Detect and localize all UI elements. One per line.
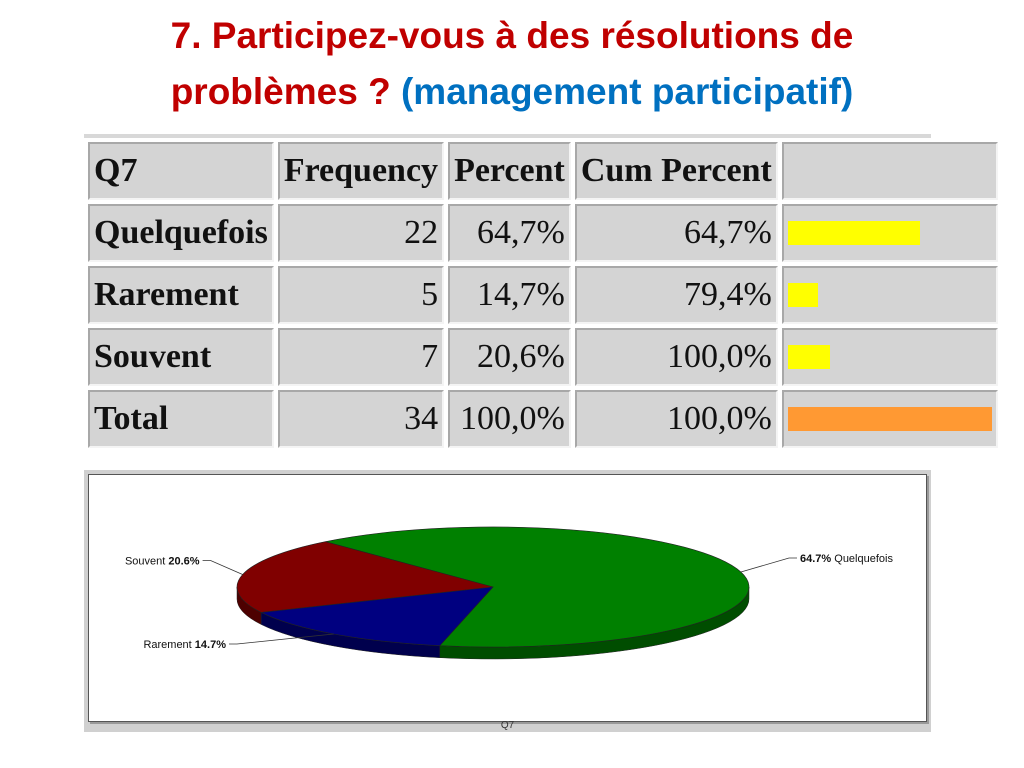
percent-bar (787, 283, 818, 307)
row-frequency: 7 (277, 328, 445, 386)
row-percent: 14,7% (448, 266, 571, 324)
pie-leader-line-quelquefois (740, 557, 797, 573)
row-percent: 20,6% (448, 328, 571, 386)
table-header-row: Q7 Frequency Percent Cum Percent (88, 142, 998, 200)
frequency-table: Q7 Frequency Percent Cum Percent Quelque… (84, 138, 1002, 452)
header-percent: Percent (448, 142, 571, 200)
pie-chart-panel: 64.7% Quelquefois Souvent 20.6% Rarement 1… (84, 470, 931, 732)
row-label: Total (88, 390, 274, 448)
table-row: Souvent 7 20,6% 100,0% (88, 328, 998, 386)
header-frequency: Frequency (277, 142, 445, 200)
pie-label-quelquefois: 64.7% Quelquefois (800, 553, 893, 565)
pie-label-souvent: Souvent 20.6% (125, 556, 200, 568)
title-line2-blue: (management participatif) (400, 71, 854, 112)
header-bar (781, 142, 998, 200)
pie-chart-frame: 64.7% Quelquefois Souvent 20.6% Rarement 1… (88, 474, 927, 722)
row-percent: 100,0% (448, 390, 571, 448)
frequency-table-panel: Q7 Frequency Percent Cum Percent Quelque… (84, 134, 998, 461)
pie-label-name: Souvent (125, 556, 168, 568)
header-q7: Q7 (88, 142, 274, 200)
row-bar-cell (781, 266, 998, 324)
pie-leader-line-souvent (202, 560, 243, 575)
row-cum-percent: 64,7% (574, 204, 778, 262)
pie-slice-souvent (236, 541, 494, 613)
header-cum-percent: Cum Percent (574, 142, 778, 200)
pie-label-rarement: Rarement 14.7% (143, 639, 226, 651)
row-cum-percent: 79,4% (574, 266, 778, 324)
percent-bar (787, 345, 830, 369)
row-bar-cell (781, 390, 998, 448)
row-cum-percent: 100,0% (574, 328, 778, 386)
pie-label-name: Quelquefois (831, 553, 893, 565)
row-label: Quelquefois (88, 204, 274, 262)
row-cum-percent: 100,0% (574, 390, 778, 448)
row-bar-cell (781, 328, 998, 386)
row-bar-cell (781, 204, 998, 262)
row-label: Souvent (88, 328, 274, 386)
title-line2-red: problèmes ? (170, 71, 401, 112)
row-percent: 64,7% (448, 204, 571, 262)
pie-slice-quelquefois (325, 526, 750, 648)
pie-leader-line-rarement (229, 633, 334, 645)
pie-label-percent: 20.6% (168, 556, 199, 568)
table-row: Quelquefois 22 64,7% 64,7% (88, 204, 998, 262)
row-frequency: 22 (277, 204, 445, 262)
table-row: Rarement 5 14,7% 79,4% (88, 266, 998, 324)
percent-bar (787, 407, 992, 431)
table-row-total: Total 34 100,0% 100,0% (88, 390, 998, 448)
pie-chart: 64.7% Quelquefois Souvent 20.6% Rarement 1… (125, 526, 893, 660)
row-frequency: 5 (277, 266, 445, 324)
row-label: Rarement (88, 266, 274, 324)
slide-title: 7. Participez-vous à des résolutions de … (0, 8, 1024, 120)
percent-bar (787, 221, 920, 245)
pie-label-percent: 14.7% (195, 639, 226, 651)
pie-label-name: Rarement (143, 639, 194, 651)
pie-label-percent: 64.7% (800, 553, 831, 565)
chart-x-label: Q7 (500, 720, 515, 731)
title-line1: 7. Participez-vous à des résolutions de (170, 15, 854, 56)
row-frequency: 34 (277, 390, 445, 448)
